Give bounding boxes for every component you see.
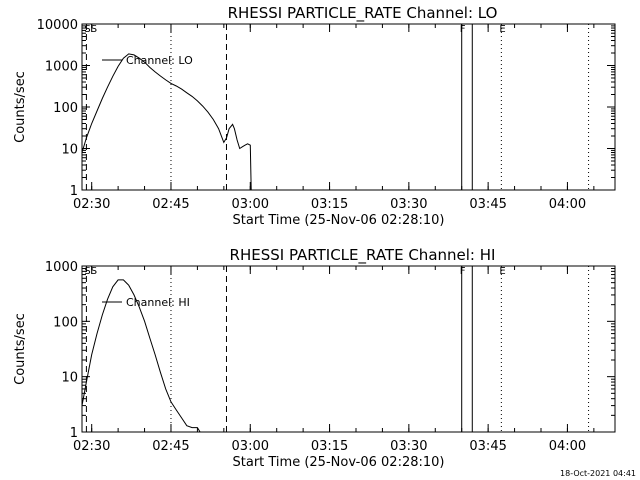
plot-frame (81, 23, 616, 191)
x-tick-label: 04:00 (549, 197, 586, 212)
legend-label: Channel: HI (126, 296, 190, 309)
y-tick-label: 10 (61, 371, 78, 386)
y-tick-label: 1000 (45, 260, 78, 275)
y-tick-label: 1 (70, 184, 78, 199)
event-marker-label: E (499, 266, 505, 277)
x-tick-label: 03:30 (390, 197, 427, 212)
event-marker-label: F (460, 266, 466, 277)
x-axis-label: Start Time (25-Nov-06 02:28:10) (233, 213, 445, 228)
footer-timestamp: 18-Oct-2021 04:41 (560, 469, 636, 478)
y-tick-label: 100 (53, 315, 78, 330)
event-marker-label: E (499, 24, 505, 35)
legend-label: Channel: LO (126, 54, 193, 67)
x-tick-label: 04:00 (549, 439, 586, 454)
x-tick-label: 03:15 (311, 439, 348, 454)
event-marker-label: SS (84, 266, 97, 277)
chart-title: RHESSI PARTICLE_RATE Channel: HI (230, 246, 496, 265)
x-axis-label: Start Time (25-Nov-06 02:28:10) (233, 455, 445, 470)
y-tick-label: 1 (70, 426, 78, 441)
plot-frame (81, 265, 616, 433)
x-tick-label: 03:15 (311, 197, 348, 212)
series-line (81, 53, 252, 191)
y-axis-label: Counts/sec (13, 71, 28, 143)
x-tick-label: 02:45 (152, 197, 189, 212)
chart-title: RHESSI PARTICLE_RATE Channel: LO (228, 4, 498, 23)
series-line (81, 279, 201, 433)
event-marker-label: SS (84, 24, 97, 35)
x-tick-label: 03:00 (232, 439, 269, 454)
event-marker-label: F (460, 24, 466, 35)
x-tick-label: 03:45 (469, 439, 506, 454)
y-tick-label: 100 (53, 101, 78, 116)
y-tick-label: 10000 (37, 18, 78, 33)
x-tick-label: 03:45 (469, 197, 506, 212)
y-tick-label: 1000 (45, 60, 78, 75)
x-tick-label: 03:00 (232, 197, 269, 212)
y-axis-label: Counts/sec (13, 313, 28, 385)
x-tick-label: 02:30 (73, 439, 110, 454)
x-tick-label: 02:45 (152, 439, 189, 454)
y-tick-label: 10 (61, 143, 78, 158)
x-tick-label: 02:30 (73, 197, 110, 212)
x-tick-label: 03:30 (390, 439, 427, 454)
